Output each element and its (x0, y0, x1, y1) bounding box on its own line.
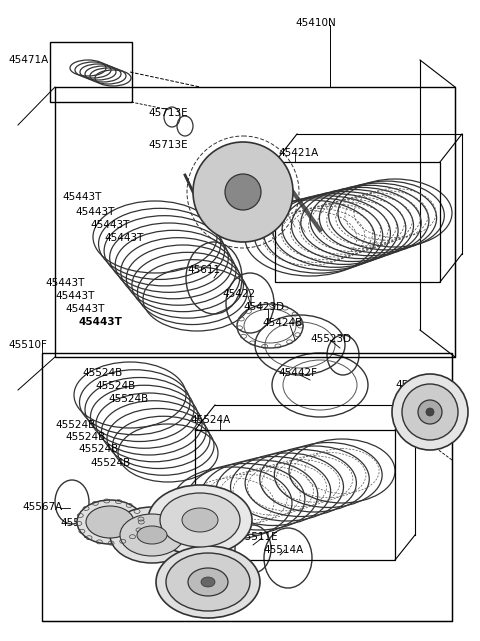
Bar (50, 42, 132, 102)
Text: 45511E: 45511E (238, 532, 277, 542)
Ellipse shape (86, 506, 134, 538)
Ellipse shape (120, 514, 184, 556)
Text: 45443T: 45443T (104, 233, 144, 243)
Text: 45443T: 45443T (55, 291, 95, 301)
Text: 45611: 45611 (187, 265, 220, 275)
Text: 45442F: 45442F (278, 368, 317, 378)
Ellipse shape (182, 508, 218, 532)
Text: 45524C: 45524C (83, 532, 123, 542)
Ellipse shape (418, 400, 442, 424)
Ellipse shape (77, 500, 143, 544)
Text: 45443T: 45443T (78, 317, 122, 327)
Ellipse shape (166, 553, 250, 611)
Text: 45713E: 45713E (148, 108, 188, 118)
Text: 45443T: 45443T (62, 192, 101, 202)
Text: 45412: 45412 (172, 565, 205, 575)
Ellipse shape (160, 493, 240, 547)
Ellipse shape (225, 174, 261, 210)
Ellipse shape (110, 507, 194, 563)
Text: 45542D: 45542D (60, 518, 101, 528)
Text: 45523: 45523 (152, 501, 185, 511)
Text: 45713E: 45713E (148, 140, 188, 150)
Text: 45456B: 45456B (395, 380, 435, 390)
Text: 45410N: 45410N (295, 18, 336, 28)
Text: 45423D: 45423D (243, 302, 284, 312)
Text: 45471A: 45471A (8, 55, 48, 65)
Ellipse shape (156, 546, 260, 618)
Ellipse shape (193, 142, 293, 242)
Ellipse shape (148, 485, 252, 555)
Text: 45443T: 45443T (75, 207, 114, 217)
Bar (275, 162, 440, 282)
Ellipse shape (402, 384, 458, 440)
Text: 45422: 45422 (222, 289, 255, 299)
Text: 45567A: 45567A (22, 502, 62, 512)
Text: 45524A: 45524A (190, 415, 230, 425)
Text: 45414B: 45414B (200, 210, 240, 220)
Bar (55, 87, 455, 357)
Ellipse shape (137, 526, 167, 544)
Text: 45524B: 45524B (108, 394, 148, 404)
Text: 45443T: 45443T (45, 278, 84, 288)
Ellipse shape (201, 577, 215, 587)
Text: 45443T: 45443T (90, 220, 130, 230)
Text: 45421A: 45421A (278, 148, 318, 158)
Text: 45524B: 45524B (95, 381, 135, 391)
Text: 45524B: 45524B (65, 432, 105, 442)
Text: 45524B: 45524B (55, 420, 95, 430)
Text: 45514A: 45514A (263, 545, 303, 555)
Text: 45523D: 45523D (310, 334, 351, 344)
Bar (42, 353, 452, 621)
Text: 45524B: 45524B (90, 458, 130, 468)
Bar (195, 430, 395, 560)
Text: 45443T: 45443T (65, 304, 104, 314)
Text: 45510F: 45510F (8, 340, 47, 350)
Ellipse shape (392, 374, 468, 450)
Text: 45524B: 45524B (82, 368, 122, 378)
Ellipse shape (426, 408, 434, 416)
Text: 45524B: 45524B (78, 444, 118, 454)
Ellipse shape (188, 568, 228, 596)
Text: 45424B: 45424B (262, 318, 302, 328)
